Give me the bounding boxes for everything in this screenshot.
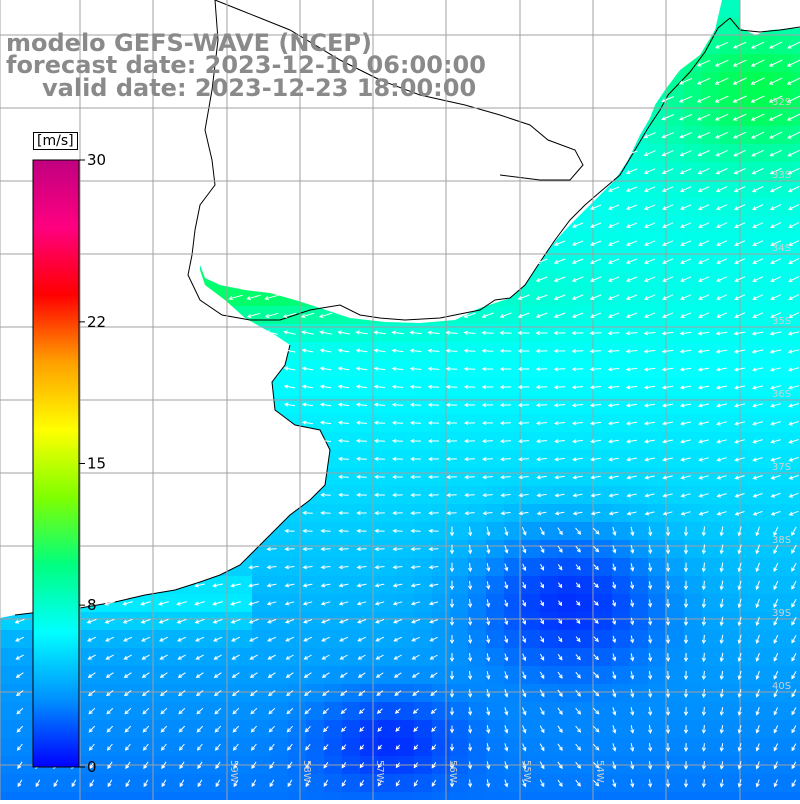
lon-label: 59W (228, 760, 239, 783)
colorbar-tick-label: 15 (87, 455, 106, 473)
lat-label: 32S (772, 97, 791, 108)
colorbar-tick-label: 0 (87, 758, 97, 776)
lat-label: 37S (772, 462, 791, 473)
lat-label: 40S (772, 681, 791, 692)
valid-date: valid date: 2023-12-23 18:00:00 (42, 76, 476, 100)
lat-label: 35S (772, 316, 791, 327)
lat-label: 36S (772, 389, 791, 400)
lon-label: 58W (301, 760, 312, 783)
lat-label: 39S (772, 608, 791, 619)
colorbar-tick-label: 22 (87, 313, 106, 331)
colorbar-tick-label: 8 (87, 596, 97, 614)
lat-label: 34S (772, 243, 791, 254)
lon-label: 56W (447, 760, 458, 783)
lat-label: 38S (772, 535, 791, 546)
colorbar-unit: [m/s] (33, 132, 78, 150)
lat-label: 33S (772, 170, 791, 181)
lon-label: 57W (374, 760, 385, 783)
colorbar-tick-label: 30 (87, 151, 106, 169)
lon-label: 54W (594, 760, 605, 783)
lon-label: 55W (521, 760, 532, 783)
colorbar-ramp (33, 160, 79, 767)
